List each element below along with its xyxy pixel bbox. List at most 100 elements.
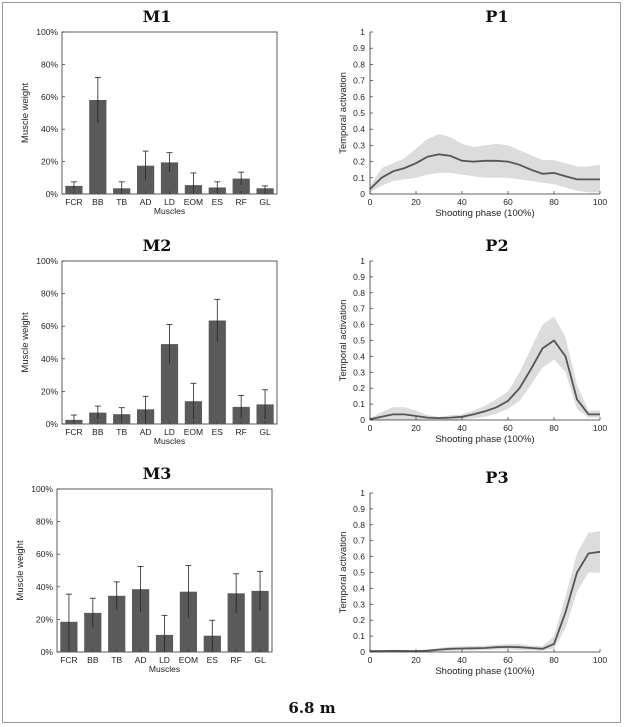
x-tick-label: TB [116, 197, 127, 207]
y-tick-label: 40% [41, 124, 58, 134]
y-tick-label: 0.5 [353, 336, 365, 346]
mean-activation-line [369, 550, 601, 653]
y-tick-label: 0% [46, 419, 59, 429]
x-tick-label: 40 [457, 655, 467, 665]
x-tick-label: EOM [184, 197, 203, 207]
x-tick-label: 0 [368, 423, 373, 433]
y-tick-label: 0.7 [353, 536, 365, 546]
x-tick-label: 40 [457, 423, 467, 433]
x-tick-label: 60 [503, 197, 513, 207]
y-tick-label: 0.4 [353, 124, 365, 134]
bar-ld [160, 344, 179, 424]
bar-gl [251, 590, 269, 652]
y-tick-label: 0.5 [353, 568, 365, 578]
y-tick-label: 0.3 [353, 367, 365, 377]
x-tick-label: AD [140, 427, 152, 437]
confidence-band [370, 134, 600, 193]
y-tick-label: 0 [360, 647, 365, 657]
chart-title: M3 [143, 464, 172, 483]
bar-rf [232, 178, 250, 194]
chart-m1: M1 FCR BB TB AD LD EOM ES RF GL 0% 20% 40% 60% 80% 100%… [20, 7, 278, 216]
x-tick-label: RF [235, 197, 246, 207]
figure-caption: 6.8 m [288, 699, 335, 717]
mean-activation-line [369, 153, 600, 190]
y-tick-label: 0.6 [353, 320, 365, 330]
x-tick-label: 60 [503, 423, 513, 433]
x-tick-label: 40 [457, 197, 467, 207]
y-tick-label: 60% [36, 549, 53, 559]
x-tick-label: 20 [411, 197, 421, 207]
y-axis-label: Temporal activation [338, 300, 349, 382]
confidence-band [370, 531, 600, 652]
y-tick-label: 0 [360, 189, 365, 199]
y-tick-label: 80% [41, 289, 58, 299]
bar-rf [227, 593, 245, 652]
bar-ad [132, 589, 150, 652]
y-tick-label: 0.9 [353, 43, 365, 53]
y-tick-label: 0.9 [353, 272, 365, 282]
x-tick-label: 20 [411, 655, 421, 665]
y-tick-label: 0.6 [353, 552, 365, 562]
x-tick-label: TB [116, 427, 127, 437]
x-tick-label: RF [235, 427, 246, 437]
y-tick-label: 1 [360, 256, 365, 266]
x-tick-label: 80 [549, 423, 559, 433]
chart-m3: M3 FCR BB TB AD LD EOM ES RF GL 0% 20% 40% 60% 80% 100%… [15, 464, 273, 674]
bar-tb [108, 595, 126, 652]
y-tick-label: 20% [36, 614, 53, 624]
bar-bb [84, 612, 102, 652]
y-axis-label: Muscle weight [15, 540, 26, 601]
y-tick-label: 0.1 [353, 173, 365, 183]
x-tick-label: LD [159, 655, 170, 665]
x-tick-label: 100 [593, 197, 607, 207]
x-tick-label: LD [164, 427, 175, 437]
y-tick-label: 0.9 [353, 504, 365, 514]
x-tick-label: ES [212, 197, 224, 207]
x-tick-label: 80 [549, 197, 559, 207]
y-tick-label: 20% [41, 386, 58, 396]
x-tick-label: GL [254, 655, 266, 665]
x-tick-label: BB [87, 655, 99, 665]
x-tick-label: RF [230, 655, 241, 665]
y-tick-label: 0% [46, 189, 59, 199]
x-axis-label: Shooting phase (100%) [435, 434, 534, 445]
x-tick-label: 100 [593, 423, 607, 433]
chart-p1: P1 0 0.1 0.2 0.3 0.4 0.5 0.6 0.7 0.8 0.9 1 0 20 40 60 80… [338, 7, 607, 219]
y-tick-label: 0.4 [353, 351, 365, 361]
y-tick-label: 100% [36, 256, 58, 266]
y-tick-label: 0% [41, 647, 54, 657]
x-tick-label: EOM [179, 655, 198, 665]
chart-p3: P3 0 0.1 0.2 0.3 0.4 0.5 0.6 0.7 0.8 0.9 1 0 20 40 60 80… [338, 468, 607, 677]
x-tick-label: FCR [65, 427, 82, 437]
mean-activation-line [369, 339, 600, 421]
y-tick-label: 0.2 [353, 383, 365, 393]
y-tick-label: 100% [36, 27, 58, 37]
x-axis-label: Shooting phase (100%) [435, 666, 534, 677]
x-tick-label: BB [92, 427, 104, 437]
y-tick-label: 60% [41, 92, 58, 102]
y-axis-label: Muscle weight [20, 83, 31, 144]
chart-p2: P2 0 0.1 0.2 0.3 0.4 0.5 0.6 0.7 0.8 0.9 1 0 20 40 60 80… [338, 236, 607, 445]
x-tick-label: ES [212, 427, 224, 437]
x-tick-label: LD [164, 197, 175, 207]
y-tick-label: 0.3 [353, 599, 365, 609]
y-tick-label: 20% [41, 157, 58, 167]
x-tick-label: 60 [503, 655, 513, 665]
chart-title: P1 [485, 7, 508, 26]
y-tick-label: 0.4 [353, 583, 365, 593]
chart-m2: M2 FCR BB TB AD LD EOM ES RF GL 0% 20% 40% 60% 80% 100%… [20, 236, 278, 446]
chart-title: P3 [485, 468, 508, 487]
confidence-band [370, 316, 600, 420]
chart-title: M1 [143, 7, 172, 26]
x-tick-label: 100 [593, 655, 607, 665]
y-tick-label: 0.2 [353, 157, 365, 167]
y-tick-label: 0.6 [353, 92, 365, 102]
x-tick-label: 0 [368, 197, 373, 207]
y-tick-label: 80% [36, 517, 53, 527]
y-axis-label: Muscle weight [20, 312, 31, 373]
x-tick-label: FCR [60, 655, 77, 665]
x-tick-label: 80 [549, 655, 559, 665]
y-tick-label: 80% [41, 59, 58, 69]
y-tick-label: 0.8 [353, 59, 365, 69]
bar-bb [89, 100, 107, 194]
